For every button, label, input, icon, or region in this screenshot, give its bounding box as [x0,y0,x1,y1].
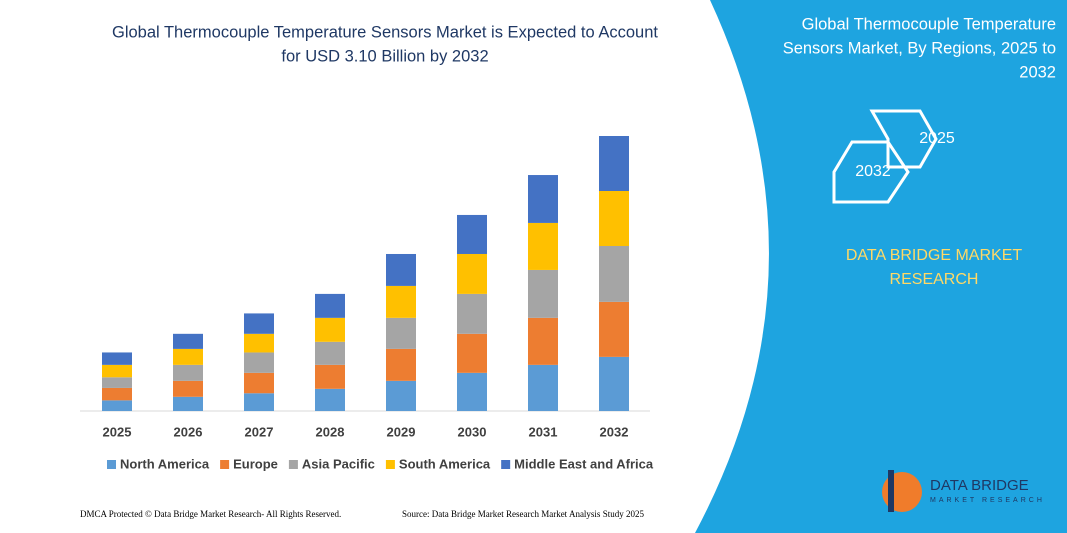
bar-segment [244,352,274,373]
bar-segment [244,372,274,394]
legend-swatch [220,460,230,469]
legend-label: Middle East and Africa [514,456,654,471]
x-tick-label: 2028 [316,424,345,439]
logo-text: DATA BRIDGE [930,477,1029,494]
bar-segment [528,175,558,223]
legend-label: North America [120,456,210,471]
bar-segment [386,285,416,318]
bar-segment [102,400,132,411]
x-tick-label: 2029 [387,424,416,439]
bar-segment [457,214,487,254]
bar-segment [528,269,558,318]
hexagon [832,140,910,204]
bar-segment [102,352,132,365]
logo-text: MARKET RESEARCH [930,497,1045,504]
panel-title: Global Thermocouple Temperature [802,15,1056,33]
logo-icon [888,470,894,512]
bar-segment [599,356,629,411]
legend-label: Europe [233,456,278,471]
bar-segment [102,364,132,378]
bar-segment [457,253,487,294]
bar-segment [173,396,203,411]
hex-label: 2032 [855,163,891,180]
footer-text: Source: Data Bridge Market Research Mark… [402,509,644,519]
bar-segment [386,253,416,286]
bar-segment [102,387,132,401]
bar-segment [599,246,629,302]
bar-segment [528,222,558,270]
brand-text: DATA BRIDGE MARKET [846,247,1023,264]
hex-label: 2025 [919,130,955,147]
bar-segment [386,348,416,381]
panel-title: 2032 [1019,63,1056,81]
bar-segment [599,136,629,191]
bar-segment [244,313,274,334]
bar-segment [457,333,487,373]
bar-segment [315,364,345,389]
legend-swatch [501,460,511,469]
chart-title: for USD 3.10 Billion by 2032 [281,47,488,65]
bar-segment [457,293,487,334]
chart-title: Global Thermocouple Temperature Sensors … [112,23,658,41]
bar-segment [315,293,345,318]
bar-segment [244,333,274,353]
bar-segment [315,317,345,342]
panel-title: Sensors Market, By Regions, 2025 to [783,39,1056,57]
legend-label: Asia Pacific [302,456,375,471]
bar-segment [599,191,629,246]
bar-segment [315,388,345,411]
bar-segment [528,317,558,365]
x-tick-label: 2031 [529,424,558,439]
bar-segment [102,377,132,388]
legend-swatch [107,460,116,469]
x-tick-label: 2030 [458,424,487,439]
bar-segment [599,301,629,357]
x-tick-label: 2032 [600,424,629,439]
bar-segment [528,364,558,411]
bar-segment [386,317,416,349]
legend-swatch [385,460,395,469]
footer-text: DMCA Protected © Data Bridge Market Rese… [80,509,341,519]
x-tick-label: 2027 [245,424,274,439]
bar-segment [386,380,416,411]
side-panel [695,0,1067,533]
bar-segment [244,393,274,411]
bar-segment [173,380,203,397]
x-tick-label: 2025 [103,424,132,439]
bar-segment [315,341,345,365]
x-tick-label: 2026 [174,424,203,439]
bar-segment [173,364,203,381]
legend-label: South America [399,456,491,471]
bar-segment [173,348,203,365]
bar-segment [457,372,487,411]
hexagon [869,109,938,169]
legend-swatch [288,460,298,469]
brand-text: RESEARCH [890,271,979,288]
bar-segment [173,333,203,349]
